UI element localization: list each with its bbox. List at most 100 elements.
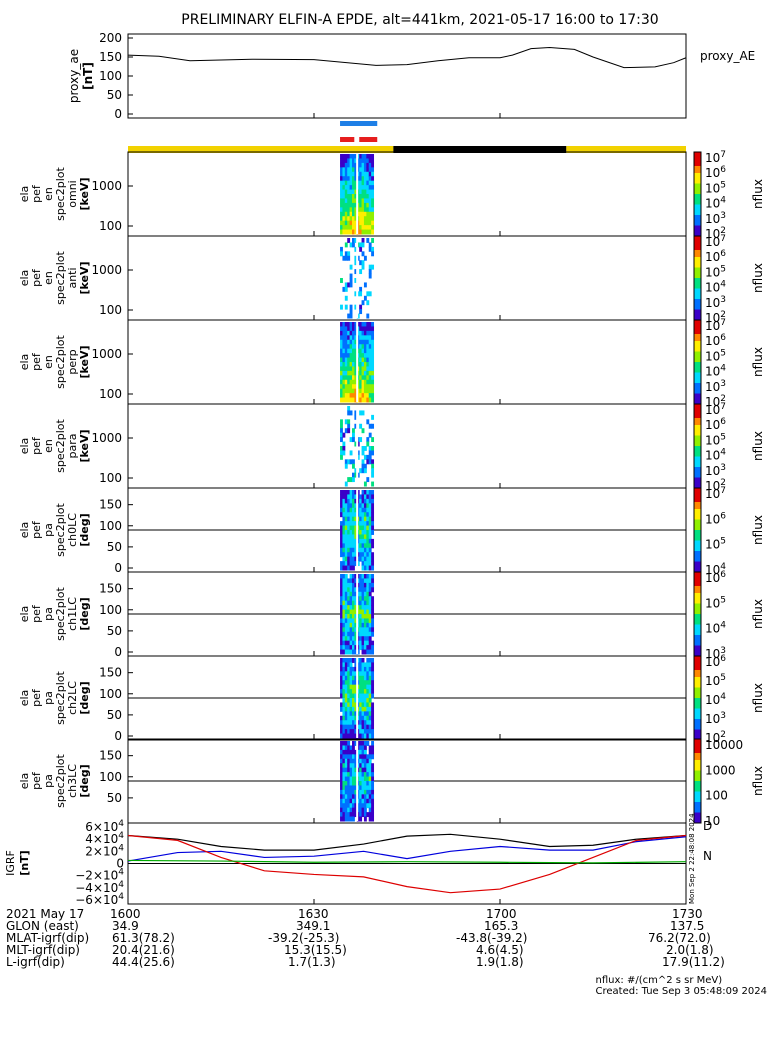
pa-ch0LC-cell (363, 561, 367, 567)
en-para-cell (361, 459, 365, 465)
pa-ch2LC-cell (359, 680, 363, 686)
en-perp-cell (366, 384, 370, 390)
en-perp-cell (371, 375, 375, 381)
pa-ch1LC-cell (347, 578, 351, 584)
pa-ch1LC-cell (359, 627, 363, 633)
en-perp-cell (347, 357, 351, 363)
pa-ch2LC-cell (366, 729, 370, 735)
footer-value: 165.3 (484, 919, 519, 933)
en-omni-cell (361, 176, 365, 182)
pa-ch1LC-cell (351, 649, 355, 655)
en-para-colorbar-step (694, 404, 701, 408)
pa-ch1LC-colorbar-step (694, 586, 701, 590)
pa-ch3LC-cell (347, 807, 351, 813)
pa-ch2LC-cell (342, 733, 346, 739)
en-omni-cell (361, 162, 365, 168)
pa-ch0LC-cell (347, 543, 351, 549)
en-para-cell (349, 459, 353, 465)
pa-ch1LC-cell (368, 649, 372, 655)
en-omni-cell (342, 158, 346, 164)
en-perp-cell (354, 375, 358, 381)
pa-ch1LC-cell (371, 600, 375, 606)
pa-ch1LC-y-label: [deg] (78, 597, 91, 630)
pa-ch2LC-colorbar-step (694, 729, 701, 734)
en-omni-cell (363, 176, 367, 182)
en-perp-cell (356, 393, 360, 399)
pa-ch2LC-cell (351, 711, 355, 717)
pa-ch3LC-cell (363, 767, 367, 773)
pa-ch1LC-cell (356, 591, 360, 597)
pa-ch1LC-cell (368, 605, 372, 611)
pa-ch1LC-cell (363, 591, 367, 597)
en-perp-cell (361, 370, 365, 376)
en-para-colorbar-tick: 104 (705, 448, 726, 463)
pa-ch1LC-cell (366, 631, 370, 637)
pa-ch1LC-cell (344, 614, 348, 619)
pa-ch0LC-cell (366, 530, 370, 535)
en-perp-cell (344, 362, 348, 367)
en-para-cell (340, 437, 343, 443)
pa-ch0LC-y-label: [deg] (78, 513, 91, 546)
pa-ch1LC-cell (356, 578, 360, 584)
en-anti-cell (354, 255, 358, 261)
pa-ch2LC-cell (349, 720, 353, 726)
en-para-colorbar-step (694, 425, 701, 429)
en-omni-cell (344, 167, 348, 173)
pa-ch2LC-cell (342, 702, 346, 708)
en-omni-cell (351, 211, 355, 217)
en-perp-cell (356, 322, 360, 327)
pa-ch3LC-cell (371, 794, 375, 800)
pa-ch1LC-cell (371, 574, 375, 579)
pa-ch0LC-cell (368, 561, 372, 567)
en-perp-colorbar-tick: 106 (705, 333, 726, 348)
en-omni-cell (356, 180, 360, 186)
en-perp-cell (340, 339, 343, 345)
en-perp-y-label: en (42, 355, 55, 369)
pa-ch2LC-cell (363, 724, 367, 730)
en-perp-cell (356, 339, 360, 345)
pa-ch2LC-cell (340, 666, 343, 672)
pa-ch1LC-cell (371, 605, 375, 611)
pa-ch1LC-colorbar-step (694, 575, 701, 580)
en-para-cell (351, 432, 355, 438)
en-omni-colorbar-label: nflux (751, 179, 765, 209)
en-perp-cell (359, 379, 363, 385)
pa-ch2LC-cell (361, 715, 365, 721)
en-perp-cell (359, 344, 363, 350)
pa-ch0LC-cell (344, 516, 348, 522)
pa-ch1LC-cell (363, 605, 367, 611)
en-perp-cell (356, 366, 360, 372)
en-omni-cell (363, 185, 367, 191)
en-omni-cell (354, 171, 358, 177)
pa-ch1LC-cell (344, 631, 348, 637)
pa-ch1LC-colorbar (694, 572, 701, 657)
pa-ch0LC-cell (359, 498, 363, 504)
pa-ch1LC-cell (363, 578, 367, 584)
en-para-colorbar-step (694, 442, 701, 447)
en-omni-cell (368, 176, 372, 182)
en-perp-colorbar-label: nflux (751, 347, 765, 377)
en-omni-cell (340, 194, 343, 199)
flag-bar-3 (128, 146, 394, 153)
en-perp-cell (349, 353, 353, 359)
pa-ch0LC-cell (366, 565, 370, 571)
en-perp-cell (368, 326, 372, 332)
pa-ch0LC-cell (342, 530, 346, 535)
pa-ch0LC-colorbar-step (694, 547, 701, 552)
en-perp-cell (340, 366, 343, 372)
en-omni-cell (363, 167, 367, 173)
pa-ch2LC-cell (351, 689, 355, 695)
pa-ch2LC-cell (361, 693, 365, 699)
pa-ch3LC-cell (371, 816, 375, 822)
pa-ch0LC-cell (354, 521, 358, 527)
en-anti-cell (368, 264, 372, 270)
pa-ch0LC-cell (351, 498, 355, 504)
pa-ch0LC-cell (361, 503, 365, 509)
pa-ch2LC-cell (366, 702, 370, 708)
en-omni-cell (354, 180, 358, 186)
pa-ch1LC-cell (347, 636, 351, 642)
pa-ch3LC-cell (342, 803, 346, 809)
en-perp-cell (363, 375, 367, 381)
pa-ch1LC-cell (368, 622, 372, 628)
pa-ch1LC-cell (371, 614, 375, 619)
